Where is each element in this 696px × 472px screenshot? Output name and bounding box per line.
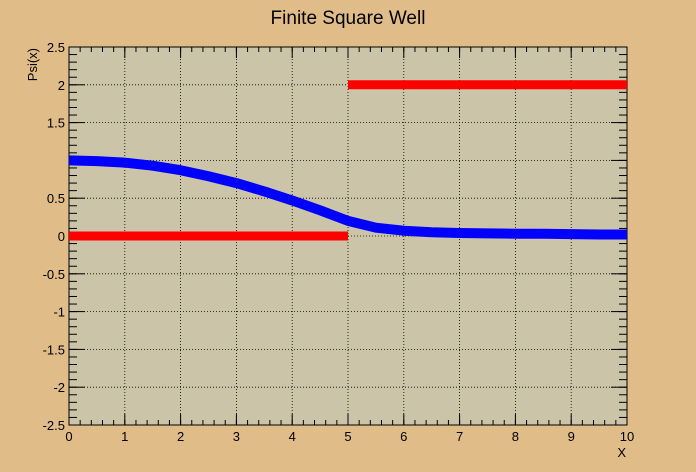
series-lines bbox=[68, 80, 627, 241]
y-tick-label: -1 bbox=[53, 305, 65, 320]
x-axis-title: X bbox=[617, 445, 626, 460]
x-tick-label: 1 bbox=[121, 429, 128, 444]
y-tick-label: 1.5 bbox=[47, 116, 65, 131]
chart-title: Finite Square Well bbox=[271, 8, 426, 29]
x-tick-label: 10 bbox=[620, 429, 634, 444]
y-axis-title: Psi(x) bbox=[25, 48, 40, 81]
x-tick-label: 7 bbox=[456, 429, 463, 444]
axis-ticks bbox=[68, 46, 628, 426]
x-tick-label: 3 bbox=[233, 429, 240, 444]
x-tick-label: 6 bbox=[400, 429, 407, 444]
y-tick-label: 0 bbox=[58, 229, 65, 244]
x-tick-label: 0 bbox=[65, 429, 72, 444]
x-tick-label: 9 bbox=[568, 429, 575, 444]
blue-series-line bbox=[68, 155, 627, 240]
x-tick-label: 4 bbox=[289, 429, 296, 444]
x-tick-label: 2 bbox=[177, 429, 184, 444]
y-tick-label: 0.5 bbox=[47, 191, 65, 206]
y-tick-label: 2 bbox=[58, 78, 65, 93]
y-tick-label: -2 bbox=[53, 380, 65, 395]
x-tick-label: 8 bbox=[512, 429, 519, 444]
y-tick-label: -0.5 bbox=[43, 267, 65, 282]
y-tick-label: -2.5 bbox=[43, 418, 65, 433]
x-tick-label: 5 bbox=[344, 429, 351, 444]
y-tick-label: 2.5 bbox=[47, 40, 65, 55]
y-tick-label: -1.5 bbox=[43, 342, 65, 357]
tick-labels: 0 1 2 3 4 5 6 7 8 9 10 -2.5 -2 -1.5 -1 -0.5 0 0.5 1.5 2 2.5 bbox=[43, 40, 635, 444]
